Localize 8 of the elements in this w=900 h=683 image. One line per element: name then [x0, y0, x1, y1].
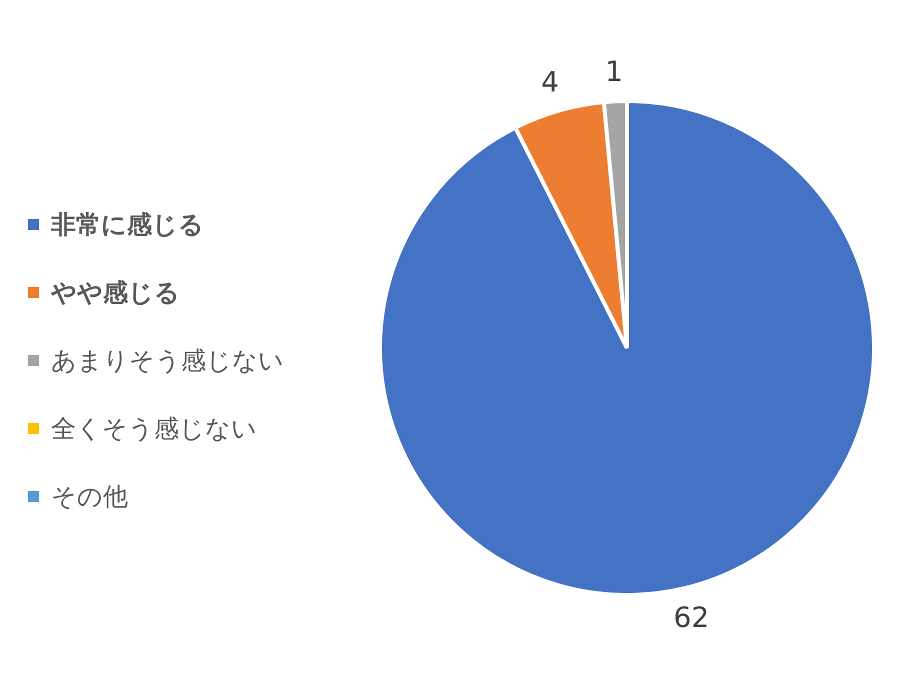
legend-label: 全くそう感じない	[51, 412, 257, 444]
legend-label: 非常に感じる	[51, 208, 204, 240]
data-label: 1	[605, 54, 623, 88]
legend-label: やや感じる	[51, 276, 180, 308]
data-label: 62	[674, 600, 710, 634]
legend-label: あまりそう感じない	[51, 344, 284, 376]
data-label: 4	[541, 65, 560, 98]
legend-label: その他	[51, 480, 128, 512]
